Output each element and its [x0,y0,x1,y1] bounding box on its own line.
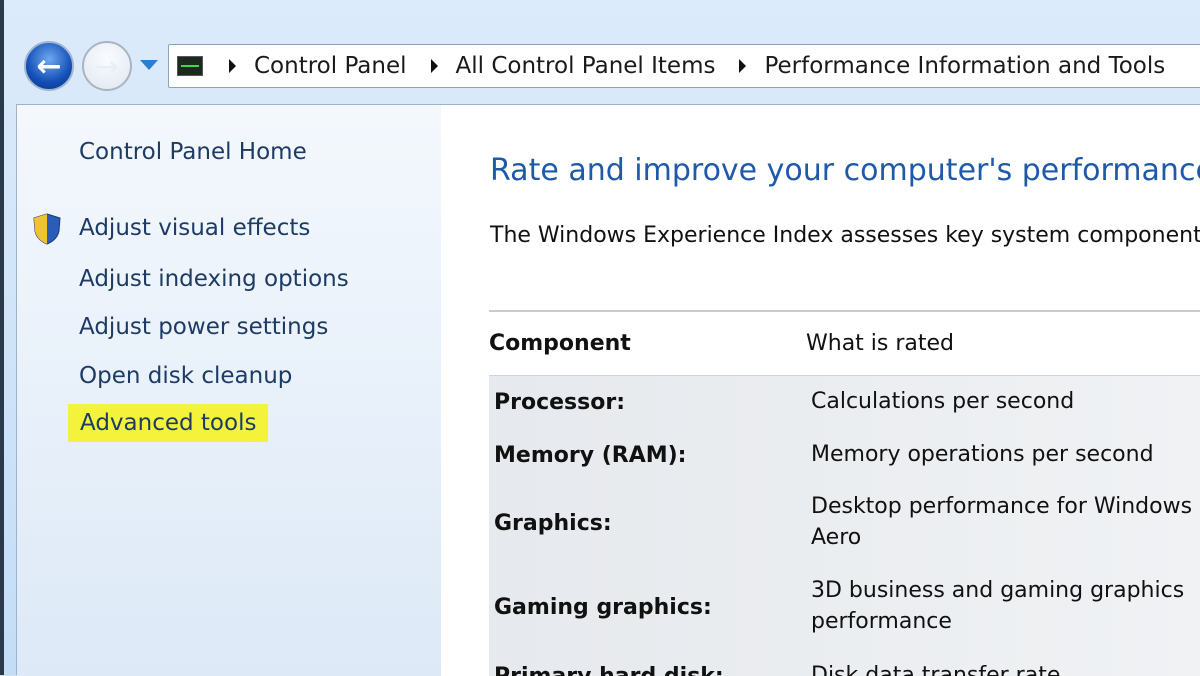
breadcrumb-arrow-icon[interactable] [430,59,438,73]
back-button[interactable]: ← [24,41,74,91]
breadcrumb-arrow-icon[interactable] [739,59,747,73]
main-panel: Rate and improve your computer's perform… [441,105,1200,676]
sidebar: Control Panel Home Adjust visual effects… [17,105,441,676]
content-area: Control Panel Home Adjust visual effects… [16,104,1200,676]
sidebar-advanced-tools[interactable]: Advanced tools [68,404,269,442]
breadcrumb-control-panel[interactable]: Control Panel [254,53,407,79]
sidebar-adjust-visual-effects[interactable]: Adjust visual effects [79,215,311,241]
address-bar[interactable]: Control Panel All Control Panel Items Pe… [168,44,1200,88]
rated-description: Desktop performance for Windows Aero [811,494,1193,550]
navigation-buttons: ← → [22,38,162,94]
component-name: Gaming graphics: [494,595,712,620]
component-name: Processor: [494,390,626,415]
rated-description: Disk data transfer rate [811,663,1061,676]
column-header-component: Component [489,331,631,356]
component-name: Memory (RAM): [494,443,687,468]
divider [489,310,1200,312]
breadcrumb-performance[interactable]: Performance Information and Tools [764,53,1166,79]
breadcrumb-arrow-icon[interactable] [229,59,236,73]
page-description: The Windows Experience Index assesses ke… [490,223,1200,248]
rated-description: 3D business and gaming graphics performa… [811,578,1185,634]
component-name: Primary hard disk: [494,664,724,676]
ratings-table: Processor: Calculations per second Memory… [489,375,1200,676]
rated-description: Memory operations per second [811,442,1154,467]
component-name: Graphics: [494,511,612,536]
arrow-left-icon: ← [36,48,62,84]
sidebar-open-disk-cleanup[interactable]: Open disk cleanup [79,363,293,389]
arrow-right-icon: → [95,49,119,83]
forward-button[interactable]: → [82,41,132,91]
window-border [0,0,4,675]
page-title: Rate and improve your computer's perform… [490,153,1200,188]
breadcrumb-all-items[interactable]: All Control Panel Items [455,53,716,79]
uac-shield-icon [33,213,61,245]
sidebar-control-panel-home[interactable]: Control Panel Home [79,139,307,165]
column-header-what-is-rated: What is rated [806,331,955,356]
rated-description: Calculations per second [811,389,1075,414]
sidebar-adjust-power-settings[interactable]: Adjust power settings [79,314,329,340]
recent-pages-dropdown[interactable] [140,60,158,70]
performance-monitor-icon [177,56,203,76]
sidebar-adjust-indexing-options[interactable]: Adjust indexing options [79,266,349,292]
